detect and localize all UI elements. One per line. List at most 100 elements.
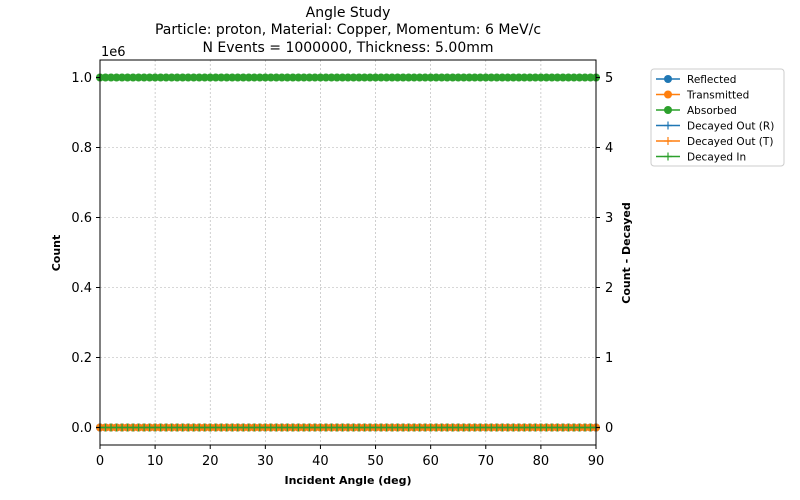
data-point [503,73,512,82]
data-point [332,73,341,82]
data-point [178,73,187,82]
data-point [366,73,375,82]
legend-marker [664,106,672,114]
data-point [426,73,435,82]
data-point [382,73,391,82]
x-tick-label: 90 [588,454,605,469]
legend-marker [664,75,672,83]
data-point [520,73,529,82]
y-right-tick-label: 0 [605,421,613,436]
legend-label: Decayed Out (T) [687,136,773,148]
data-point [189,73,198,82]
x-tick-label: 80 [533,454,550,469]
legend-marker [664,152,672,161]
data-point [255,73,264,82]
data-point [283,73,292,82]
data-point [134,73,143,82]
y-right-tick-label: 5 [605,71,613,86]
legend-item: Decayed In [656,151,746,163]
chart-title-line-1: Angle Study [306,5,391,21]
data-point [415,73,424,82]
data-point [233,73,242,82]
y-axis-right-label: Count - Decayed [620,202,633,303]
data-point [277,73,286,82]
data-point [360,73,369,82]
data-point [310,73,319,82]
data-point [327,73,336,82]
y-right-tick-label: 4 [605,141,613,156]
data-point [558,73,567,82]
y-right-tick-label: 3 [605,211,613,226]
data-point [107,73,116,82]
x-tick-label: 0 [96,454,104,469]
data-point [498,73,507,82]
legend-label: Absorbed [687,105,737,117]
legend: Reflected Transmitted Absorbed Decayed Out … [650,68,785,167]
data-point [569,73,578,82]
legend-marker [664,121,672,130]
data-point [156,73,165,82]
data-point [118,73,127,82]
legend-item: Absorbed [656,105,737,117]
data-point [195,73,204,82]
y-left-tick-label: 0.6 [71,211,92,226]
legend-label: Reflected [687,74,736,86]
data-point [167,73,176,82]
data-point [531,73,540,82]
data-point [399,73,408,82]
data-point [437,73,446,82]
chart-title-line-3: N Events = 1000000, Thickness: 5.00mm [202,40,493,56]
y-left-tick-label: 1.0 [71,71,92,86]
y-axis-left-label: Count [50,235,63,272]
legend-marker [664,137,672,145]
y-left-tick-label: 0.8 [71,141,92,156]
data-point [206,73,215,82]
legend-item: Decayed Out (R) [656,120,774,132]
data-point [217,73,226,82]
data-point [432,73,441,82]
data-point [305,73,314,82]
data-point [388,73,397,82]
data-point [123,73,132,82]
x-tick-label: 40 [312,454,329,469]
series-absorbed [96,73,600,82]
legend-marker [664,90,672,99]
plot-frame [99,59,597,446]
data-point [250,73,259,82]
legend-item: Decayed Out (T) [656,136,773,148]
data-point [470,73,479,82]
data-point [393,73,402,82]
x-tick-label: 60 [422,454,439,469]
data-point [564,73,573,82]
data-point [476,73,485,82]
x-tick-label: 70 [478,454,495,469]
data-point [338,73,347,82]
data-point [443,73,452,82]
legend-label: Decayed In [687,151,746,163]
y-left-tick-label: 0.0 [71,421,92,436]
data-point [514,73,523,82]
data-point [151,73,160,82]
data-point [536,73,545,82]
data-point [244,73,253,82]
legend-box [650,68,785,167]
data-point [448,73,457,82]
data-point [547,73,556,82]
data-point [355,73,364,82]
chart-title-line-2: Particle: proton, Material: Copper, Mome… [155,22,541,38]
data-point [101,73,110,82]
data-point [211,73,220,82]
data-point [481,73,490,82]
data-point [112,73,121,82]
data-point [173,73,182,82]
x-tick-label: 20 [202,454,219,469]
data-point [239,73,248,82]
legend-item: Reflected [656,74,736,86]
data-point [525,73,534,82]
data-point [184,73,193,82]
series-decayed-in [96,423,600,432]
legend-item: Transmitted [656,89,749,101]
legend-label: Decayed Out (R) [687,120,774,132]
x-axis-label: Incident Angle (deg) [284,474,411,487]
